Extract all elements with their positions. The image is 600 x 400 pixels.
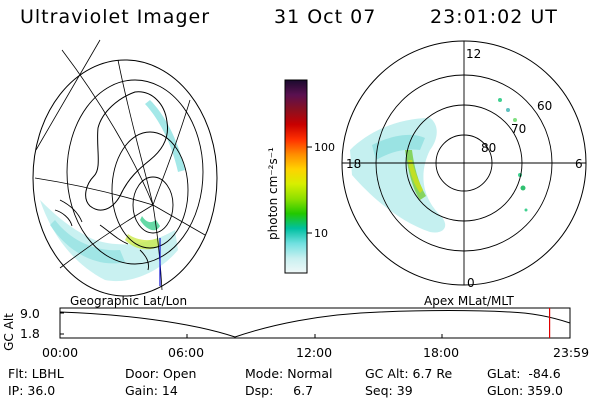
door-info: Door: Open (125, 366, 197, 381)
gain-info: Gain: 14 (125, 383, 178, 398)
colorbar-tick-100: 100 (314, 141, 335, 154)
time-tick-0600: 06:00 (168, 345, 205, 360)
gc-alt-axis-label: GC Alt (1, 313, 16, 351)
mlt-label-12: 12 (466, 47, 481, 61)
instrument-title: Ultraviolet Imager (20, 6, 211, 28)
mlt-label-0: 0 (467, 276, 475, 290)
alt-min-label: 1.8 (20, 326, 40, 341)
seq-info: Seq: 39 (365, 383, 413, 398)
altitude-timeline (59, 307, 571, 339)
glat-info: GLat: -84.6 (487, 366, 561, 381)
mlat-label-70: 70 (511, 122, 526, 136)
time-tick-0000: 00:00 (42, 345, 79, 360)
apex-panel-label: Apex MLat/MLT (424, 294, 514, 308)
glon-info: GLon: 359.0 (487, 383, 563, 398)
colorbar-tick-10: 10 (314, 227, 328, 240)
mode-info: Mode: Normal (245, 366, 333, 381)
aurora-emission-right (350, 98, 528, 233)
filter-info: Flt: LBHL (8, 366, 64, 381)
colorbar-unit-label: photon cm⁻²s⁻¹ (266, 147, 280, 240)
mlt-label-18: 18 (346, 157, 361, 171)
ip-info: IP: 36.0 (8, 383, 56, 398)
apex-panel: 12 18 6 0 80 70 60 (341, 40, 587, 290)
mlat-label-60: 60 (537, 99, 552, 113)
time-tick-1800: 18:00 (423, 345, 460, 360)
mlt-label-6: 6 (575, 157, 583, 171)
time-tick-2359: 23:59 (553, 345, 590, 360)
gc-alt-info: GC Alt: 6.7 Re (365, 366, 453, 381)
alt-max-label: 9.0 (20, 306, 40, 321)
mlat-label-80: 80 (481, 141, 496, 155)
geographic-panel-label: Geographic Lat/Lon (70, 294, 187, 308)
dsp-info: Dsp: 6.7 (245, 383, 314, 398)
time-label: 23:01:02 UT (430, 6, 558, 28)
date-label: 31 Oct 07 (274, 6, 377, 28)
colorbar: 100 10 photon cm⁻²s⁻¹ (266, 79, 335, 274)
geographic-panel (32, 39, 218, 297)
time-tick-1200: 12:00 (296, 345, 333, 360)
aurora-emission-left (40, 100, 185, 282)
